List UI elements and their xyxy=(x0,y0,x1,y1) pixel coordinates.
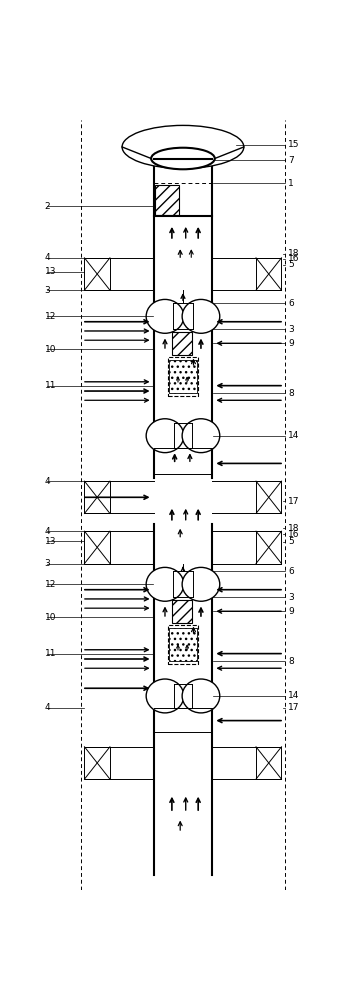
Ellipse shape xyxy=(182,679,220,713)
Text: 16: 16 xyxy=(288,254,300,263)
Bar xyxy=(170,360,197,393)
Text: 3: 3 xyxy=(288,325,294,334)
Text: 9: 9 xyxy=(288,607,294,616)
Text: 1: 1 xyxy=(288,179,294,188)
Ellipse shape xyxy=(182,299,220,333)
Ellipse shape xyxy=(182,567,220,601)
Bar xyxy=(256,747,281,779)
Bar xyxy=(155,185,179,215)
Bar xyxy=(256,481,281,513)
Bar xyxy=(85,258,110,290)
Text: 12: 12 xyxy=(45,580,56,589)
Text: 4: 4 xyxy=(45,527,50,536)
Text: 5: 5 xyxy=(288,537,294,546)
Text: 14: 14 xyxy=(288,691,300,700)
Text: 17: 17 xyxy=(288,703,300,712)
Text: 7: 7 xyxy=(288,156,294,165)
Text: 2: 2 xyxy=(45,202,50,211)
Text: 15: 15 xyxy=(288,140,300,149)
Text: 3: 3 xyxy=(288,593,294,602)
Text: 17: 17 xyxy=(288,497,300,506)
Ellipse shape xyxy=(146,679,184,713)
Text: 12: 12 xyxy=(45,312,56,321)
Text: 16: 16 xyxy=(288,530,300,539)
Text: 6: 6 xyxy=(288,567,294,576)
Text: 4: 4 xyxy=(45,253,50,262)
Bar xyxy=(85,481,110,513)
Ellipse shape xyxy=(146,299,184,333)
Bar xyxy=(172,600,192,623)
Text: 13: 13 xyxy=(45,537,56,546)
Bar xyxy=(256,531,281,564)
Text: 6: 6 xyxy=(288,299,294,308)
Bar xyxy=(168,625,198,664)
Text: 4: 4 xyxy=(45,703,50,712)
Text: 9: 9 xyxy=(288,339,294,348)
Ellipse shape xyxy=(146,419,184,453)
Ellipse shape xyxy=(151,148,215,169)
Bar xyxy=(256,258,281,290)
Bar xyxy=(85,747,110,779)
Text: 8: 8 xyxy=(288,389,294,398)
Text: 11: 11 xyxy=(45,649,56,658)
Text: 8: 8 xyxy=(288,657,294,666)
Text: 3: 3 xyxy=(45,559,50,568)
Bar xyxy=(172,332,192,355)
Text: 14: 14 xyxy=(288,431,300,440)
Ellipse shape xyxy=(122,125,244,169)
Bar xyxy=(168,357,198,396)
Ellipse shape xyxy=(146,567,184,601)
Text: 11: 11 xyxy=(45,381,56,390)
Text: 5: 5 xyxy=(288,260,294,269)
Text: 18: 18 xyxy=(288,524,300,533)
Bar xyxy=(85,531,110,564)
Text: 18: 18 xyxy=(288,249,300,258)
Text: 10: 10 xyxy=(45,613,56,622)
Bar xyxy=(170,628,197,661)
Text: 10: 10 xyxy=(45,345,56,354)
Ellipse shape xyxy=(182,419,220,453)
Text: 3: 3 xyxy=(45,286,50,295)
Text: 4: 4 xyxy=(45,477,50,486)
Text: 13: 13 xyxy=(45,267,56,276)
